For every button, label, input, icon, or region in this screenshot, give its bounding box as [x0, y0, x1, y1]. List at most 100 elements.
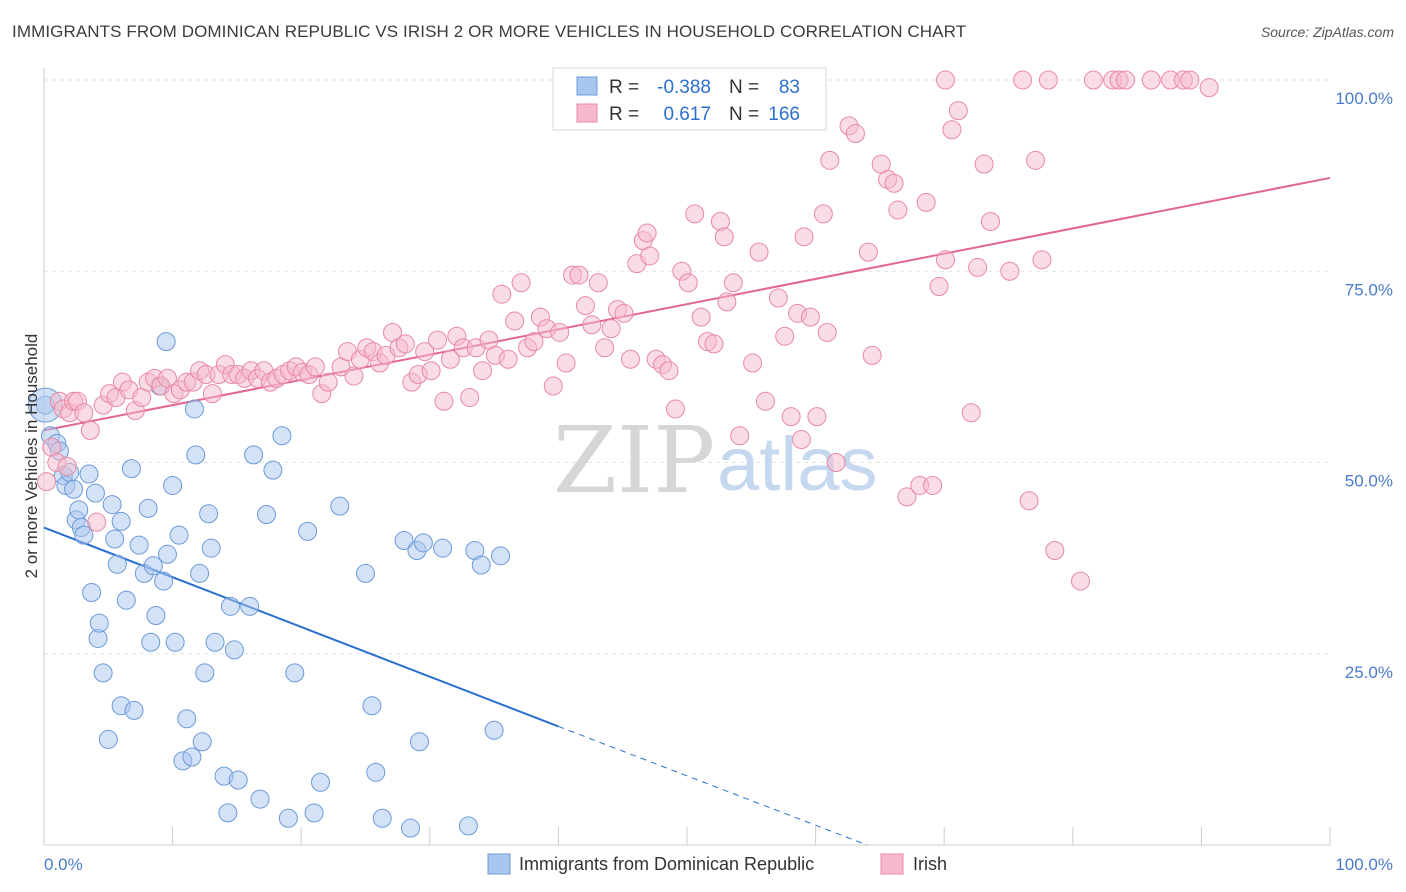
irish-point — [817, 322, 837, 342]
series-legend-swatch-irish — [880, 853, 904, 875]
irish-point — [755, 391, 775, 411]
legend-n-value-irish: 166 — [768, 104, 800, 125]
y-tick-labels: 25.0% 50.0% 75.0% 100.0% — [1335, 89, 1393, 682]
dominican-point — [186, 445, 206, 465]
dominican-point — [366, 762, 386, 782]
irish-point — [826, 453, 846, 472]
legend-n-label-dominican: N = — [729, 77, 759, 98]
irish-point — [1180, 70, 1200, 90]
irish-point — [428, 330, 448, 350]
y-tick-label: 25.0% — [1345, 663, 1393, 682]
dominican-point — [184, 399, 204, 419]
irish-point — [714, 227, 734, 247]
series-legend-label-dominican: Immigrants from Dominican Republic — [519, 854, 814, 874]
axes — [43, 68, 1331, 846]
series-dominican-points — [27, 332, 511, 838]
irish-point — [1019, 491, 1039, 511]
irish-point — [620, 349, 640, 369]
irish-point — [1038, 70, 1058, 90]
dominican-point — [98, 729, 118, 749]
irish-point — [974, 154, 994, 174]
irish-point — [948, 101, 968, 121]
x-tick-label-end: 100.0% — [1335, 855, 1393, 874]
irish-point — [704, 334, 724, 354]
irish-point — [1045, 540, 1065, 560]
dominican-point — [298, 521, 318, 541]
dominican-point — [205, 632, 225, 652]
dominican-point — [401, 818, 421, 838]
legend-r-value-irish: 0.617 — [663, 104, 711, 125]
y-tick-label: 50.0% — [1345, 472, 1393, 491]
irish-point — [640, 246, 660, 266]
dominican-point — [156, 332, 176, 352]
irish-point — [505, 311, 525, 331]
irish-point — [730, 426, 750, 446]
irish-point — [492, 284, 512, 304]
dominican-point — [256, 505, 276, 525]
irish-point — [929, 277, 949, 297]
series-irish-points — [37, 70, 1219, 591]
dominican-point — [228, 770, 248, 790]
irish-point — [935, 70, 955, 90]
dominican-point — [244, 445, 264, 465]
dominican-point — [458, 816, 478, 836]
dominican-point — [102, 495, 122, 515]
irish-point — [723, 273, 743, 293]
irish-point — [768, 288, 788, 308]
irish-point — [1013, 70, 1033, 90]
irish-point — [1026, 150, 1046, 170]
dominican-point — [362, 696, 382, 716]
dominican-point — [165, 632, 185, 652]
irish-point — [781, 407, 801, 427]
dominican-point — [413, 533, 433, 553]
irish-point — [305, 357, 325, 377]
legend-n-label-irish: N = — [729, 104, 759, 125]
dominican-point — [278, 808, 298, 828]
series-legend-swatch-dominican — [487, 853, 511, 875]
dominican-point — [182, 747, 202, 767]
y-tick-label: 75.0% — [1345, 280, 1393, 299]
irish-point — [862, 345, 882, 365]
irish-point — [888, 200, 908, 220]
dominican-point — [220, 596, 240, 616]
dominican-point — [79, 464, 99, 484]
dominican-point — [157, 544, 177, 564]
irish-point — [897, 487, 917, 507]
irish-point — [556, 353, 576, 373]
dominican-point — [154, 571, 174, 591]
dominican-point — [74, 525, 94, 545]
dominican-point — [192, 732, 212, 752]
irish-point — [942, 120, 962, 140]
irish-point — [434, 391, 454, 411]
irish-point — [569, 265, 589, 285]
irish-point — [935, 250, 955, 270]
irish-point — [749, 242, 769, 262]
y-tick-label: 100.0% — [1335, 89, 1393, 108]
irish-point — [74, 403, 94, 423]
dominican-point — [484, 720, 504, 740]
y-axis-label: 2 or more Vehicles in Household — [22, 334, 41, 579]
irish-point — [588, 273, 608, 293]
dominican-point — [64, 479, 84, 499]
irish-point — [550, 322, 570, 342]
irish-point — [916, 192, 936, 212]
irish-point — [473, 361, 493, 381]
dominican-point — [250, 789, 270, 809]
dominican-point — [224, 640, 244, 660]
dominican-point — [199, 504, 219, 524]
irish-point — [511, 273, 531, 293]
irish-point — [595, 338, 615, 358]
dominican-point — [124, 700, 144, 720]
x-tick-label-start: 0.0% — [44, 855, 83, 874]
irish-point — [1199, 78, 1219, 98]
dominican-point — [195, 663, 215, 683]
dominican-point — [82, 583, 102, 603]
irish-point — [884, 173, 904, 193]
irish-point — [202, 384, 222, 404]
irish-point — [87, 512, 107, 532]
dominican-point — [93, 663, 113, 683]
irish-point — [813, 204, 833, 224]
dominican-point — [169, 525, 189, 545]
dominican-point — [394, 531, 414, 551]
